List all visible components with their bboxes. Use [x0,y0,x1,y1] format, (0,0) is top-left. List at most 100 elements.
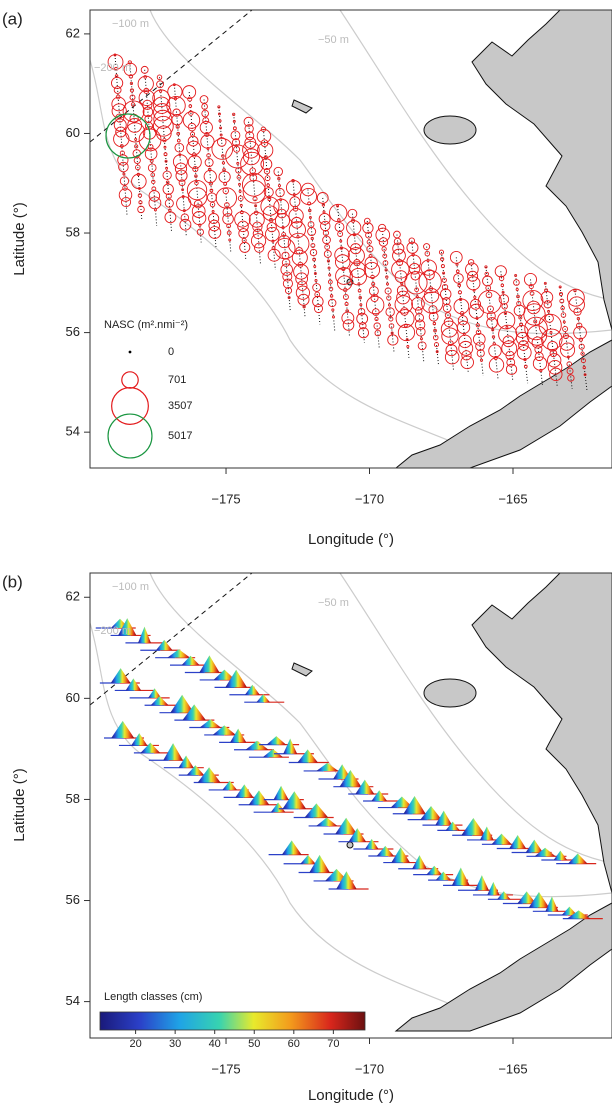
nasc-circle [309,248,318,257]
nasc-circle [237,195,244,202]
nasc-circle [167,84,183,100]
nasc-circle [378,237,389,247]
nasc-circle [107,54,124,70]
nasc-circle [313,303,324,314]
nasc-circle [392,248,406,263]
length-histogram [435,810,453,826]
nasc-circle [387,334,399,346]
nasc-circle [215,187,237,209]
nasc-circle [457,290,462,295]
nasc-circle [473,295,477,299]
transect [426,246,440,367]
nasc-circle [153,96,171,114]
nasc-circle [417,341,427,351]
nasc-circle [384,268,388,272]
nasc-circle [442,303,452,313]
nasc-circle [543,300,552,309]
y-tick-label: 60 [66,125,80,140]
nasc-circle [314,279,318,283]
nasc-circle [165,180,170,185]
length-histogram [163,743,183,761]
length-histogram [561,906,578,916]
nasc-circle [341,311,355,325]
nasc-circle [533,319,538,324]
nasc-circle [567,374,575,382]
nasc-circle [457,315,468,326]
nasc-circle [415,326,426,337]
nasc-circle [206,147,210,150]
nasc-circle [250,233,267,249]
nasc-circle [411,296,425,311]
nasc-circle [488,357,505,373]
nasc-circle [329,294,334,298]
nasc-circle [357,282,361,286]
nasc-circle [547,360,563,375]
length-histogram [567,910,591,919]
nasc-circle [433,334,439,341]
colorbar-tick-label: 60 [288,1038,300,1050]
nasc-circle [328,286,334,292]
length-histogram [325,868,348,881]
y-tick-label: 62 [66,25,80,40]
nasc-circle [148,190,161,202]
nasc-circle [119,144,124,148]
nasc-circle [576,322,583,329]
nasc-circle [459,311,465,316]
nasc-circle [347,208,358,219]
nasc-circle [142,99,153,110]
nasc-circle [174,142,185,153]
length-histogram [525,839,543,853]
length-histogram [461,817,486,836]
nasc-circle [175,124,180,129]
nasc-circle [295,285,310,300]
nasc-circle [211,138,234,160]
nasc-circle [267,197,272,202]
nasc-circle [206,153,211,158]
nasc-circle [410,271,420,281]
nasc-circle [182,111,201,129]
nasc-circle [188,104,193,108]
nasc-circle [187,155,202,170]
nasc-circle [394,295,413,314]
nasc-circle [573,325,587,340]
nasc-circle [277,184,281,188]
nasc-circle [117,154,129,166]
length-histogram [348,828,367,842]
transect [515,275,529,384]
nasc-circle [435,350,439,354]
nasc-circle [375,227,391,243]
length-histogram [197,767,221,783]
nasc-circle [580,351,585,356]
nasc-circle [562,320,566,324]
nasc-circle [134,137,138,141]
nasc-circle [498,275,505,282]
nasc-circle [223,182,228,186]
nasc-circle [414,313,424,323]
nasc-circle [337,218,341,222]
length-histogram [138,626,151,643]
x-tick-label: −165 [498,491,527,506]
nasc-circle [241,172,266,197]
nasc-circle [337,231,344,237]
legend-symbol [128,350,132,354]
nasc-circle [482,275,493,287]
nasc-circle [217,105,221,109]
length-histogram [248,790,270,805]
nasc-circle [192,166,199,173]
transect [366,220,380,349]
length-histogram [391,847,410,863]
nasc-circle [276,208,287,219]
nasc-circle [523,364,528,369]
nasc-circle [156,80,164,89]
nasc-circle [445,344,458,357]
nasc-circle [209,201,216,208]
nasc-circle [371,282,376,287]
nasc-circle [307,227,317,237]
nasc-circle [137,186,141,190]
nasc-circle [312,295,324,308]
length-histogram [371,790,388,801]
nasc-circle [544,313,554,323]
nasc-circle [237,220,249,233]
nasc-circle [191,152,197,158]
nasc-circle [120,196,132,208]
